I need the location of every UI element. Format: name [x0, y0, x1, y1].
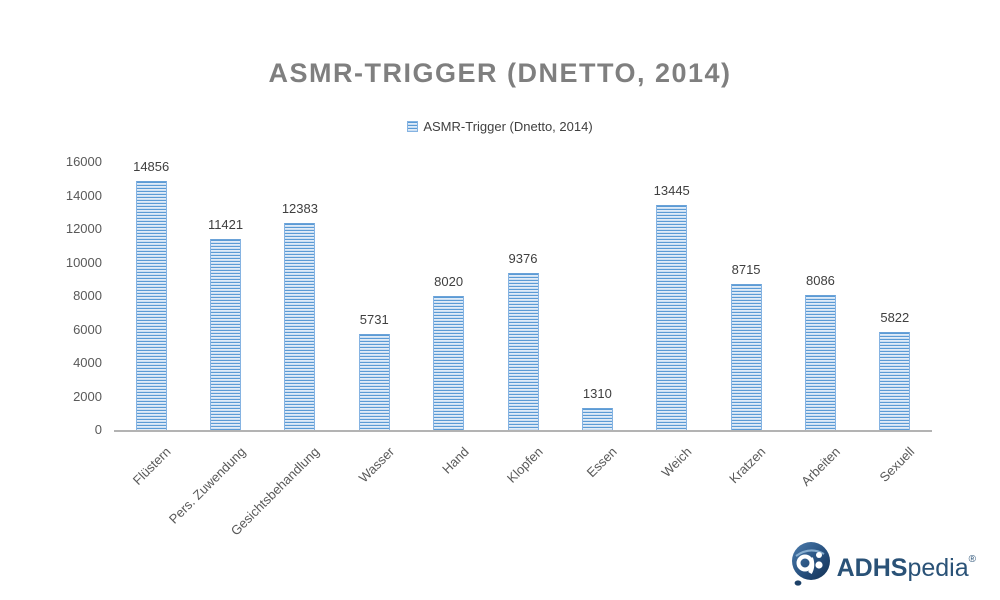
y-tick-label: 14000 — [65, 187, 102, 203]
bar-value-label: 8086 — [805, 272, 835, 288]
bar — [879, 332, 911, 430]
bar — [656, 204, 688, 430]
bar — [210, 238, 242, 430]
x-tick-label: Sexuell — [876, 444, 918, 485]
x-tick-label: Kratzen — [726, 444, 769, 487]
bar — [581, 408, 613, 430]
bar-value-label: 14856 — [133, 159, 170, 175]
y-tick-label: 0 — [94, 422, 102, 437]
x-tick-label: Klopfen — [503, 444, 546, 486]
adhspedia-logo: ADHSpedia® — [790, 538, 976, 590]
legend-label: ASMR-Trigger (Dnetto, 2014) — [423, 119, 593, 134]
x-tick-label: Pers. Zuwendung — [165, 444, 249, 527]
bar-value-label: 5731 — [359, 312, 389, 328]
logo-text-bold: ADHS — [836, 554, 908, 582]
x-tick-label: Arbeiten — [798, 444, 844, 489]
bar-value-label: 13445 — [653, 182, 690, 198]
y-tick-label: 2000 — [73, 388, 102, 404]
x-tick-label: Essen — [583, 444, 620, 481]
plot-area: 0 2000 4000 6000 8000 10000 12000 14000 16000 148… — [66, 154, 932, 538]
legend-marker-icon — [407, 121, 419, 132]
y-tick-label: 6000 — [73, 321, 102, 337]
bar-value-label: 5822 — [880, 310, 910, 326]
bar — [433, 295, 465, 430]
bar — [507, 272, 539, 430]
adhspedia-logo-icon — [791, 542, 830, 586]
bar-value-label: 11421 — [207, 216, 244, 232]
bar — [358, 334, 390, 430]
y-tick-label: 8000 — [73, 288, 102, 303]
registered-mark: ® — [968, 554, 976, 565]
y-tick-label: 10000 — [65, 254, 102, 270]
y-tick-label: 12000 — [65, 221, 102, 236]
bar-value-label: 9376 — [508, 250, 538, 266]
x-tick-label: Wasser — [355, 444, 397, 486]
x-tick-label: Flüstern — [129, 444, 174, 488]
bar — [804, 294, 836, 430]
bar-value-label: 1310 — [582, 386, 612, 402]
bar — [730, 284, 762, 430]
x-tick-label: Weich — [658, 444, 695, 480]
logo-text-light: pedia — [907, 554, 969, 582]
x-tick-label: Hand — [438, 444, 472, 477]
y-tick-label: 4000 — [73, 355, 102, 370]
bar-value-label: 8020 — [434, 273, 464, 289]
bar-value-label: 12383 — [281, 200, 318, 216]
legend: ASMR-Trigger (Dnetto, 2014) — [0, 119, 1000, 134]
chart-title: ASMR-TRIGGER (DNETTO, 2014) — [268, 58, 732, 88]
y-tick-label: 16000 — [65, 154, 102, 169]
bar-value-label: 8715 — [731, 262, 761, 278]
bar — [284, 222, 316, 430]
bar — [135, 181, 167, 430]
adhspedia-logo-text: ADHSpedia® — [837, 538, 976, 590]
